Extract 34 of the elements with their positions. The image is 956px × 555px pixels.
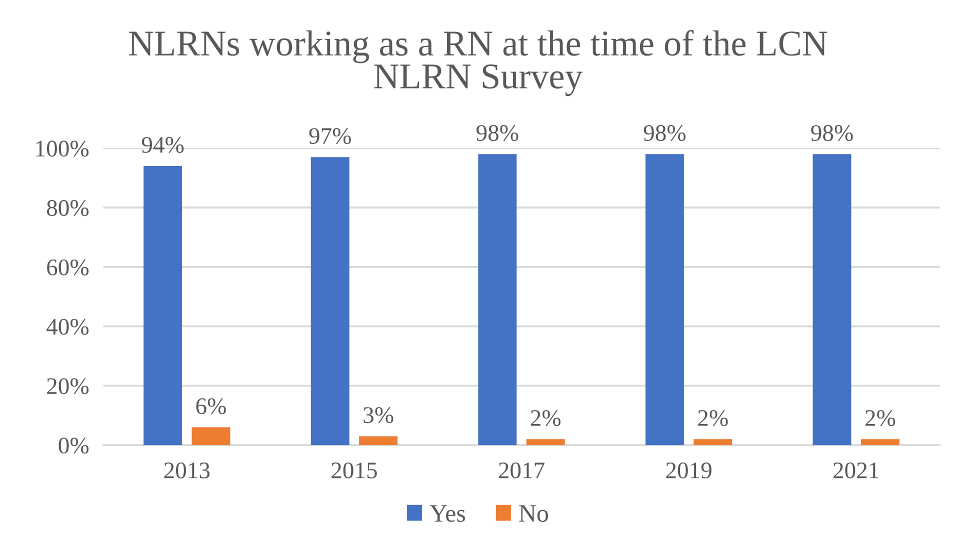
x-tick-label: 2019 (666, 462, 712, 478)
data-label: 98% (476, 125, 518, 142)
bar (478, 154, 517, 446)
data-label: 2% (530, 410, 561, 426)
bar (359, 436, 398, 446)
bar (192, 427, 230, 446)
chart-title: NLRNs working as a RN at the time of the LCN NLRN Survey (129, 30, 828, 96)
data-label: 94% (142, 136, 184, 153)
bar (526, 439, 565, 446)
x-tick-label: 2021 (834, 462, 878, 478)
bar (860, 439, 900, 446)
data-label: 97% (309, 128, 351, 144)
y-tick-label: 20% (47, 378, 89, 394)
y-tick-label: 100% (36, 140, 89, 157)
bar (645, 154, 684, 446)
data-label: 2% (865, 410, 896, 426)
bar (694, 439, 732, 446)
data-label: 98% (644, 125, 686, 142)
bar (812, 154, 852, 446)
bar (144, 166, 182, 446)
data-label: 98% (811, 125, 853, 142)
x-tick-label: 2017 (498, 462, 544, 478)
bar (310, 157, 350, 446)
y-tick-label: 80% (46, 200, 89, 216)
data-label: 2% (698, 410, 728, 426)
legend-label: No (519, 505, 548, 522)
x-tick-label: 2015 (332, 462, 377, 478)
x-tick-label: 2013 (164, 462, 210, 478)
data-label: 6% (196, 398, 226, 414)
y-tick-label: 40% (46, 318, 89, 335)
y-tick-label: 0% (58, 438, 89, 454)
legend-label: Yes (430, 505, 466, 522)
y-tick-label: 60% (47, 259, 89, 276)
data-label: 3% (364, 407, 394, 424)
